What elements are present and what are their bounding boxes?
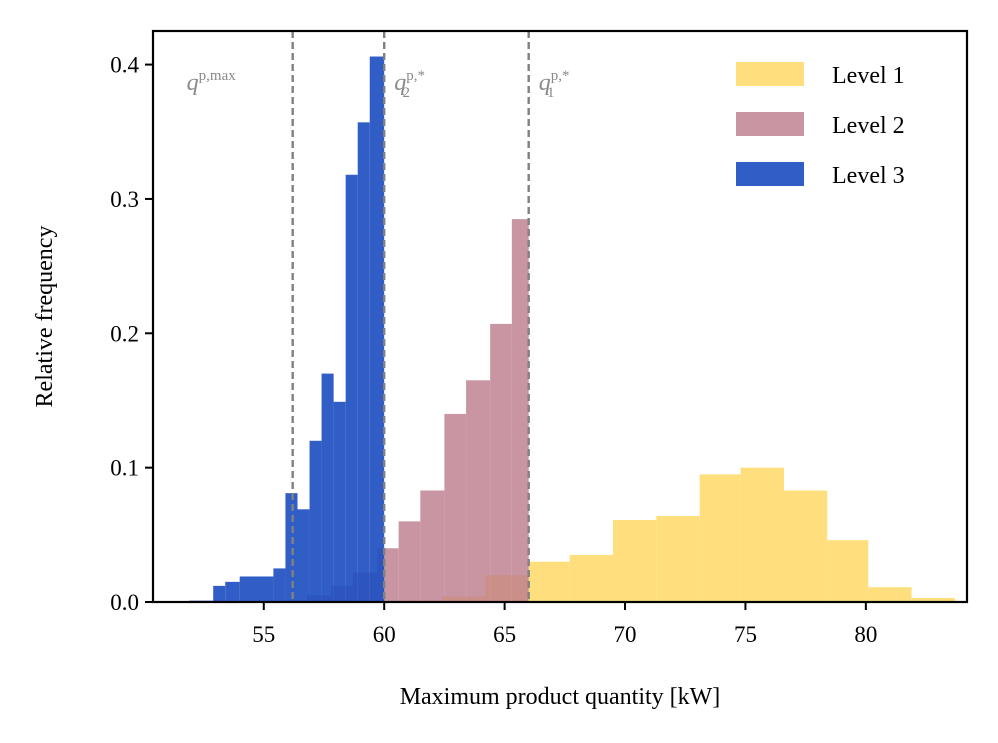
- legend: Level 1 Level 2 Level 3: [736, 62, 905, 189]
- histogram-bar: [398, 521, 421, 602]
- histogram-bar: [369, 56, 385, 603]
- legend-item: Level 3: [736, 162, 905, 189]
- x-tick-label: 80: [854, 622, 877, 647]
- histogram-bar: [345, 174, 358, 603]
- legend-swatch: [736, 112, 804, 136]
- histogram-bar: [297, 509, 310, 602]
- legend-label: Level 1: [832, 63, 905, 89]
- histogram-bar: [444, 413, 467, 602]
- legend-swatch: [736, 62, 804, 86]
- histogram-bar: [466, 380, 491, 602]
- histogram-bar: [321, 373, 334, 602]
- x-tick-label: 75: [734, 622, 757, 647]
- histogram-bar: [239, 576, 274, 602]
- y-tick-label: 0.2: [110, 321, 139, 346]
- y-tick-label: 0.1: [110, 456, 139, 481]
- x-axis-ticks: 55 60 65 70 75 80: [252, 602, 877, 647]
- legend-item: Level 2: [736, 112, 905, 139]
- x-tick-label: 60: [373, 622, 396, 647]
- histogram-bar: [612, 520, 657, 602]
- histogram-bar: [285, 493, 298, 602]
- series-3-bars: [189, 56, 385, 603]
- histogram-bar: [656, 516, 700, 602]
- histogram-bar: [827, 540, 869, 602]
- bars-layer: [189, 56, 955, 603]
- histogram-bar: [569, 554, 613, 602]
- histogram-bar: [273, 568, 286, 602]
- histogram-bar: [868, 587, 912, 602]
- y-tick-label: 0.3: [110, 187, 139, 212]
- reference-line-label: qp,* 1: [539, 68, 570, 101]
- histogram-bar: [213, 585, 226, 602]
- legend-swatch: [736, 162, 804, 186]
- histogram-bar: [528, 561, 570, 602]
- y-tick-label: 0.0: [110, 590, 139, 615]
- histogram-bar: [420, 490, 445, 602]
- histogram-bar: [699, 474, 741, 602]
- reference-line-label: qp,* 2: [394, 68, 425, 101]
- x-axis-label: Maximum product quantity [kW]: [400, 684, 721, 710]
- x-tick-label: 55: [252, 622, 275, 647]
- histogram-bar: [357, 122, 370, 603]
- histogram-bar: [911, 597, 955, 602]
- y-tick-label: 0.4: [110, 53, 139, 78]
- legend-label: Level 3: [832, 163, 905, 189]
- histogram-bar: [511, 219, 529, 602]
- legend-item: Level 1: [736, 62, 905, 89]
- reference-lines-layer: qp,max qp,* 2 qp,* 1: [187, 31, 570, 602]
- histogram-bar: [783, 490, 828, 602]
- x-tick-label: 70: [614, 622, 637, 647]
- histogram-bar: [740, 467, 784, 602]
- histogram-bar: [333, 401, 346, 602]
- reference-line-label: qp,max: [187, 68, 237, 96]
- y-axis-ticks: 0.0 0.1 0.2 0.3 0.4: [110, 53, 153, 615]
- histogram-bar: [225, 581, 240, 602]
- histogram-bar: [490, 323, 512, 602]
- legend-label: Level 2: [832, 113, 905, 139]
- plot-frame: [151, 29, 969, 604]
- x-tick-label: 65: [493, 622, 516, 647]
- histogram-bar: [309, 440, 322, 602]
- y-axis-label: Relative frequency: [32, 226, 58, 408]
